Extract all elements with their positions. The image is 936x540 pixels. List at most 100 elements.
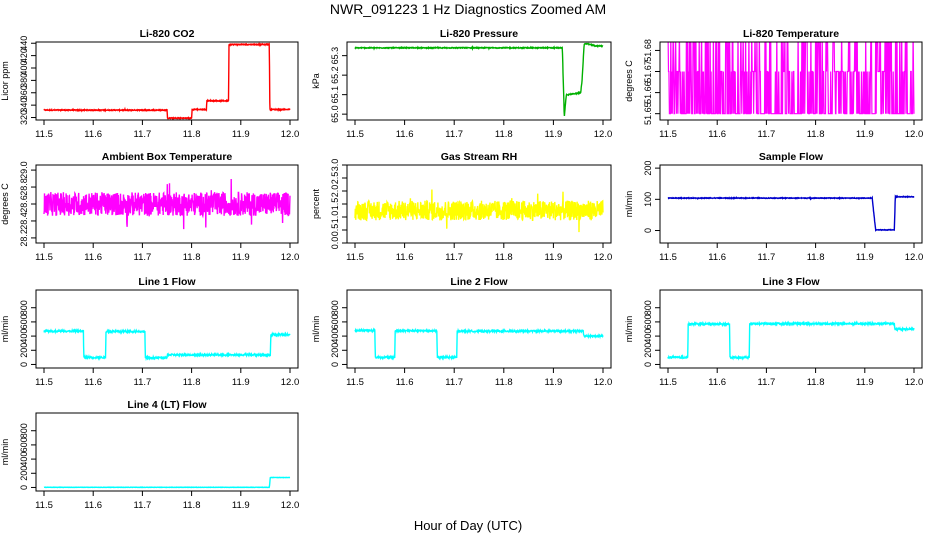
- x-tick-label: 11.5: [35, 252, 53, 263]
- y-tick-label: 51.67: [643, 60, 653, 83]
- x-tick-label: 11.5: [35, 377, 53, 388]
- y-tick-label: 2.0: [330, 185, 340, 198]
- x-tick-label: 11.7: [758, 129, 776, 140]
- y-tick-label: 400: [19, 60, 29, 75]
- y-tick-label: 400: [643, 329, 653, 344]
- x-tick-label: 11.6: [396, 129, 414, 140]
- y-tick-label: 2.5: [330, 172, 340, 185]
- y-tick-label: 340: [19, 98, 29, 113]
- y-axis-label: percent: [311, 188, 321, 219]
- plot-frame: [35, 41, 299, 121]
- y-tick-label: 600: [19, 437, 29, 452]
- y-tick-label: 440: [19, 36, 29, 51]
- x-tick-label: 11.5: [346, 129, 364, 140]
- plot-frame: [659, 41, 923, 121]
- y-axis-label: ml/min: [624, 191, 634, 218]
- y-tick-label: 28.2: [19, 229, 29, 247]
- y-tick-label: 65.3: [330, 47, 340, 65]
- x-tick-label: 11.7: [134, 377, 152, 388]
- y-axis-label: ml/min: [624, 316, 634, 343]
- y-tick-label: 28.4: [19, 212, 29, 230]
- x-tick-label: 11.9: [545, 252, 563, 263]
- series-group: [354, 327, 604, 361]
- x-tick-label: 11.9: [856, 252, 874, 263]
- chart-panel-4: Ambient Box Temperature degrees C 11.5 11.6…: [0, 151, 299, 263]
- series-line: [43, 178, 291, 230]
- x-tick-label: 11.9: [232, 252, 250, 263]
- x-tick-label: 12.0: [594, 377, 613, 388]
- x-tick-label: 11.9: [856, 129, 874, 140]
- series-line: [667, 194, 915, 232]
- series-group: [667, 320, 915, 361]
- panel-title: Li-820 Pressure: [440, 28, 518, 40]
- y-tick-label: 800: [330, 300, 340, 315]
- panel-title: Line 1 Flow: [138, 276, 196, 288]
- plot-frame: [346, 289, 612, 369]
- chart-panel-5: Gas Stream RH percent 11.5 11.6 11.7 11.8 11.9…: [311, 151, 612, 263]
- series-line: [667, 42, 915, 115]
- x-tick-label: 11.9: [232, 500, 250, 511]
- y-tick-label: 600: [643, 314, 653, 329]
- plot-frame: [35, 412, 299, 492]
- y-tick-label: 1.5: [330, 198, 340, 211]
- x-tick-label: 11.5: [346, 377, 364, 388]
- plot-frame: [659, 164, 923, 244]
- series-line: [354, 189, 604, 233]
- y-tick-label: 600: [19, 314, 29, 329]
- x-tick-label: 11.9: [545, 377, 563, 388]
- x-tick-label: 11.6: [708, 252, 726, 263]
- y-tick-label: 65.2: [330, 66, 340, 84]
- y-tick-label: 51.68: [643, 39, 653, 62]
- series-line: [354, 42, 604, 117]
- x-tick-label: 11.7: [134, 500, 152, 511]
- panel-title: Li-820 CO2: [140, 28, 195, 40]
- y-axis-label: kPa: [311, 73, 321, 89]
- y-tick-label: 0: [643, 228, 653, 233]
- chart-panel-9: Line 3 Flow ml/min 11.5 11.6 11.7 11.8 11.9 12.…: [624, 276, 923, 388]
- x-tick-label: 11.7: [134, 129, 152, 140]
- plot-frame: [659, 289, 923, 369]
- y-tick-label: 400: [330, 329, 340, 344]
- series-line: [43, 42, 291, 120]
- x-tick-label: 11.9: [856, 377, 874, 388]
- x-tick-label: 11.6: [396, 377, 414, 388]
- x-tick-label: 11.7: [134, 252, 152, 263]
- panel-title: Gas Stream RH: [441, 151, 517, 163]
- plot-frame: [346, 41, 612, 121]
- y-tick-label: 200: [643, 161, 653, 176]
- series-group: [667, 194, 915, 232]
- x-tick-label: 11.5: [659, 377, 677, 388]
- panel-title: Sample Flow: [759, 151, 824, 163]
- y-tick-label: 420: [19, 48, 29, 63]
- series-group: [354, 42, 604, 117]
- y-tick-label: 1.0: [330, 211, 340, 224]
- x-tick-label: 11.8: [495, 252, 513, 263]
- x-tick-label: 11.8: [495, 129, 513, 140]
- series-line: [43, 327, 291, 362]
- x-tick-label: 11.7: [445, 129, 463, 140]
- panel-title: Line 2 Flow: [450, 276, 508, 288]
- x-tick-label: 11.6: [708, 129, 726, 140]
- y-tick-label: 3.0: [330, 159, 340, 172]
- x-tick-label: 11.8: [183, 129, 201, 140]
- series-group: [667, 42, 915, 115]
- y-tick-label: 28.6: [19, 195, 29, 213]
- x-tick-label: 11.5: [35, 500, 53, 511]
- series-group: [43, 327, 291, 362]
- y-tick-label: 0: [19, 485, 29, 490]
- x-tick-label: 11.8: [183, 500, 201, 511]
- chart-panel-8: Line 2 Flow ml/min 11.5 11.6 11.7 11.8 11.9 12.…: [311, 276, 612, 388]
- y-axis-label: ml/min: [0, 316, 10, 343]
- y-tick-label: 200: [643, 343, 653, 358]
- y-axis-label: ml/min: [311, 316, 321, 343]
- y-axis-label: ml/min: [0, 439, 10, 466]
- x-tick-label: 11.8: [183, 252, 201, 263]
- x-tick-label: 12.0: [281, 129, 300, 140]
- y-axis-label: degrees C: [0, 183, 10, 225]
- page-title: NWR_091223 1 Hz Diagnostics Zoomed AM: [329, 1, 607, 17]
- x-tick-label: 11.9: [545, 129, 563, 140]
- chart-panel-2: Li-820 Pressure kPa 11.5 11.6 11.7 11.8 11.9 12…: [311, 28, 612, 140]
- y-tick-label: 200: [19, 343, 29, 358]
- x-tick-label: 11.8: [807, 129, 825, 140]
